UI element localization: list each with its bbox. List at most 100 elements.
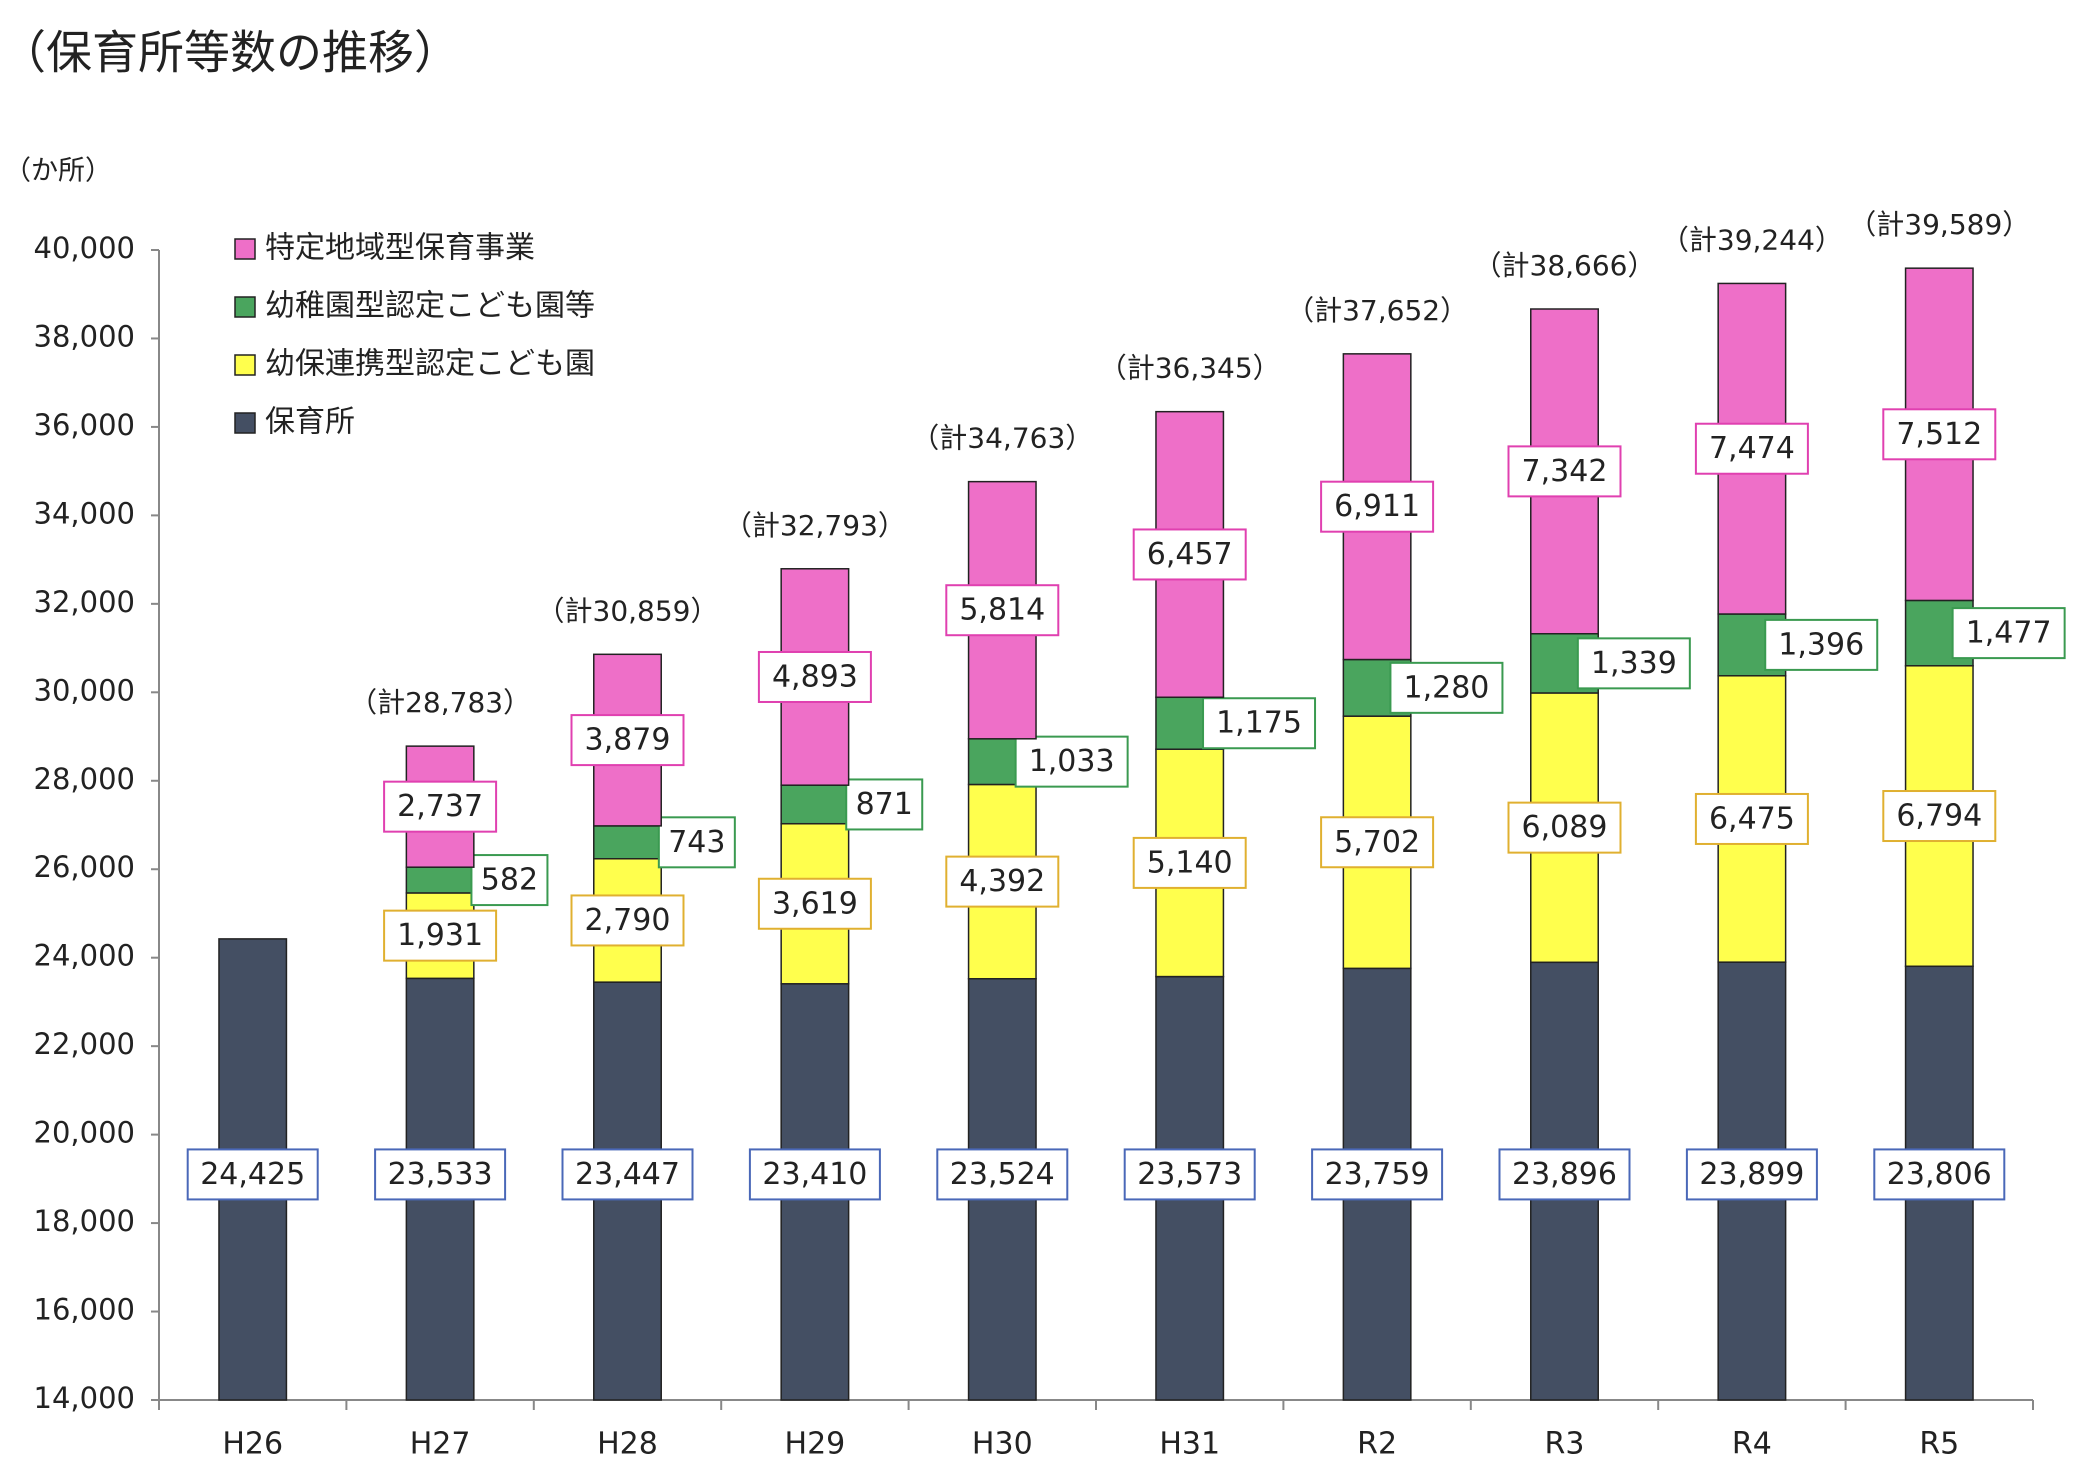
value-label-box: [1685, 1148, 1818, 1201]
value-label: 871: [856, 787, 913, 822]
value-label: 6,794: [1896, 799, 1982, 834]
value-label: 2,790: [585, 903, 671, 938]
value-label-box: [1764, 618, 1879, 671]
value-label-box: [1202, 697, 1317, 750]
value-label-box: [1694, 422, 1809, 475]
total-label: （計39,589）: [1848, 208, 2030, 241]
value-label: 23,806: [1887, 1157, 1992, 1192]
value-label-box: [1498, 1148, 1631, 1201]
value-label: 6,457: [1147, 537, 1233, 572]
value-label: 23,447: [575, 1157, 680, 1192]
y-tick-label: 32,000: [34, 585, 135, 619]
value-label-box: [1320, 816, 1435, 869]
value-label: 4,893: [772, 659, 858, 694]
total-label: （計34,763）: [911, 422, 1093, 455]
value-label-box: [1389, 661, 1504, 714]
value-label-box: [757, 650, 872, 703]
value-label: 1,280: [1403, 670, 1489, 705]
y-axis-label: （か所）: [4, 156, 112, 187]
value-label-box: [1320, 480, 1435, 533]
value-label-box: [1873, 1148, 2006, 1201]
value-label-box: [1507, 445, 1622, 498]
value-label-box: [845, 778, 924, 831]
legend-swatch: [234, 354, 256, 376]
x-tick-label: R2: [1357, 1427, 1397, 1462]
bar-segment: [593, 825, 662, 860]
value-label-box: [748, 1148, 881, 1201]
value-label: 5,702: [1334, 825, 1420, 860]
value-label-box: [757, 877, 872, 930]
value-label: 1,339: [1591, 646, 1677, 681]
value-label-box: [1951, 607, 2066, 660]
x-tick-label: H28: [597, 1427, 658, 1462]
value-label: 3,619: [772, 886, 858, 921]
x-tick-label: H27: [410, 1427, 471, 1462]
value-label-box: [945, 855, 1060, 908]
bar-segment: [780, 784, 850, 825]
value-label: 23,533: [388, 1157, 493, 1192]
value-label-box: [186, 1148, 319, 1201]
value-label-box: [570, 894, 685, 947]
value-label: 24,425: [200, 1157, 305, 1192]
total-label: （計38,666）: [1474, 249, 1656, 282]
x-tick-label: H30: [972, 1427, 1033, 1462]
value-label-box: [383, 909, 498, 962]
value-label: 1,175: [1216, 706, 1302, 741]
total-label: （計36,345）: [1099, 352, 1281, 385]
value-label-box: [936, 1148, 1069, 1201]
x-tick-label: H29: [785, 1427, 846, 1462]
value-label-box: [657, 816, 736, 869]
value-label: 582: [481, 863, 538, 898]
value-label: 6,911: [1334, 489, 1420, 524]
bar-segment: [405, 866, 475, 894]
y-tick-label: 38,000: [34, 319, 135, 353]
y-tick-label: 18,000: [34, 1204, 135, 1238]
value-label: 5,140: [1147, 845, 1233, 880]
value-label-box: [945, 584, 1060, 637]
x-tick-label: R4: [1732, 1427, 1772, 1462]
value-label-box: [1576, 637, 1691, 690]
x-tick-label: H26: [222, 1427, 283, 1462]
value-label: 3,879: [585, 723, 671, 758]
value-label: 2,737: [397, 789, 483, 824]
y-tick-label: 14,000: [34, 1381, 135, 1415]
value-label: 1,033: [1029, 744, 1115, 779]
value-label-box: [383, 780, 498, 833]
legend-label: 保育所: [265, 405, 355, 440]
x-tick-label: H31: [1159, 1427, 1220, 1462]
value-label: 7,342: [1522, 454, 1608, 489]
y-tick-label: 26,000: [34, 850, 135, 884]
y-tick-label: 40,000: [34, 231, 135, 265]
value-label-box: [374, 1148, 507, 1201]
value-label: 7,474: [1709, 431, 1795, 466]
value-label: 7,512: [1896, 417, 1982, 452]
value-label: 743: [668, 825, 725, 860]
value-label: 1,477: [1966, 616, 2052, 651]
y-tick-label: 34,000: [34, 496, 135, 530]
value-label: 23,410: [762, 1157, 867, 1192]
value-label: 23,899: [1699, 1157, 1804, 1192]
value-label-box: [1882, 790, 1997, 843]
value-label: 1,931: [397, 918, 483, 953]
total-label: （計28,783）: [349, 686, 531, 719]
value-label-box: [1311, 1148, 1444, 1201]
y-tick-label: 36,000: [34, 408, 135, 442]
legend-label: 幼稚園型認定こども園等: [265, 289, 595, 324]
value-label: 5,814: [959, 593, 1045, 628]
value-label-box: [1132, 528, 1247, 581]
total-label: （計32,793）: [724, 509, 906, 542]
value-label: 23,896: [1512, 1157, 1617, 1192]
y-tick-label: 30,000: [34, 673, 135, 707]
value-label-box: [470, 854, 549, 907]
value-label: 6,089: [1522, 810, 1608, 845]
value-label: 1,396: [1778, 627, 1864, 662]
value-label: 6,475: [1709, 801, 1795, 836]
value-label: 23,524: [950, 1157, 1055, 1192]
legend-swatch: [234, 296, 256, 318]
value-label-box: [561, 1148, 694, 1201]
x-tick-label: R3: [1545, 1427, 1585, 1462]
chart-title: （保育所等数の推移）: [0, 26, 460, 80]
legend-label: 特定地域型保育事業: [265, 231, 535, 266]
value-label-box: [1014, 735, 1129, 788]
